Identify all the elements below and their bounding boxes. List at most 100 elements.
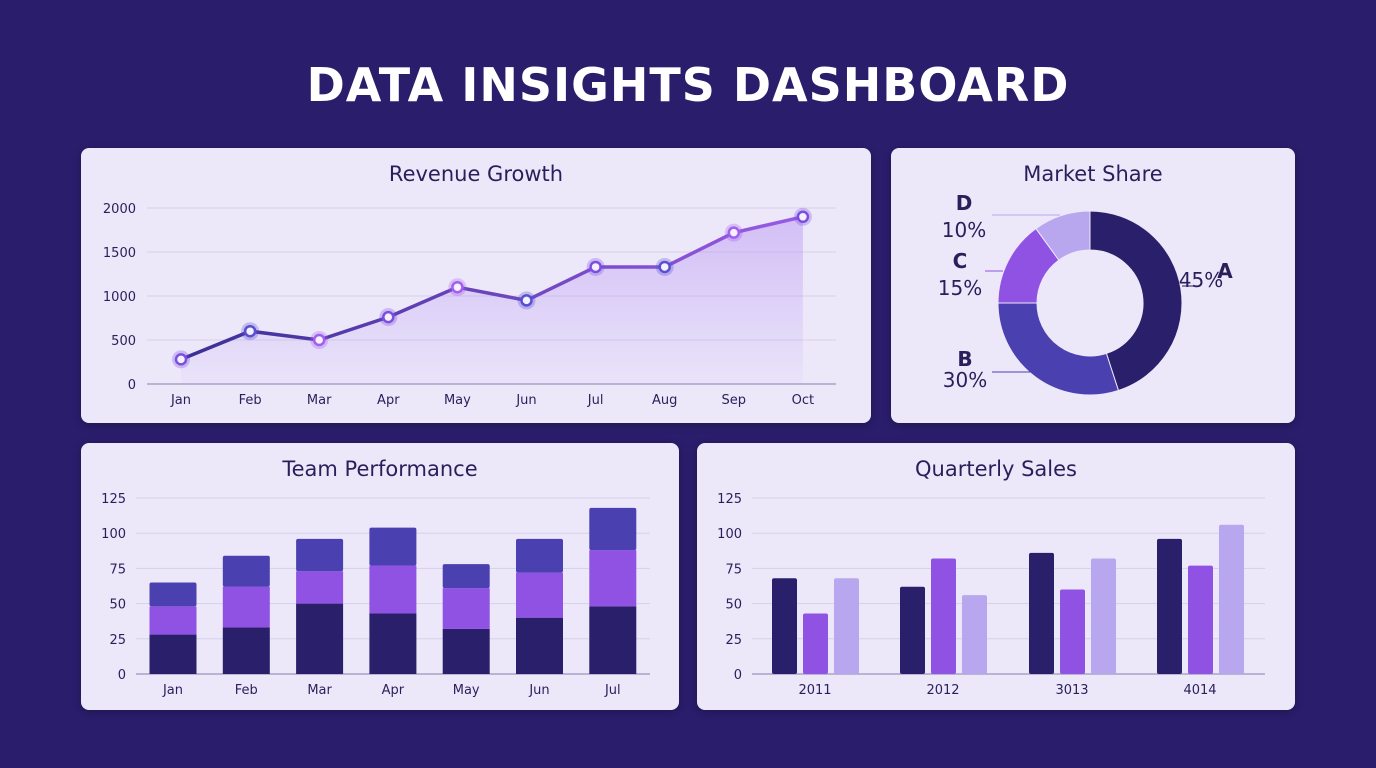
- team-bar-segment: [369, 527, 417, 566]
- revenue-point: [174, 353, 188, 366]
- x-tick-label: Aug: [652, 393, 677, 408]
- quarterly-bar: [900, 586, 925, 674]
- team-performance-title: Team Performance: [282, 457, 478, 481]
- y-tick-label: 125: [717, 492, 742, 507]
- donut-slice-d: [1035, 210, 1091, 261]
- y-tick-label: 100: [717, 527, 742, 542]
- quarterly-bar: [1060, 589, 1085, 674]
- y-tick-label: 0: [128, 378, 136, 393]
- slice-percent: 30%: [943, 368, 987, 392]
- team-bar-segment: [589, 606, 637, 674]
- page-title: DATA INSIGHTS DASHBOARD: [306, 58, 1070, 112]
- team-bar-segment: [589, 550, 637, 607]
- y-tick-label: 500: [111, 334, 136, 349]
- quarterly-bar: [834, 578, 859, 674]
- revenue-point: [727, 226, 741, 239]
- x-tick-label: May: [453, 683, 480, 698]
- y-tick-label: 0: [118, 668, 126, 683]
- team-bar-segment: [296, 538, 344, 572]
- team-bar-segment: [222, 586, 270, 628]
- revenue-point: [658, 260, 671, 274]
- y-tick-label: 2000: [103, 202, 136, 217]
- x-tick-label: Sep: [722, 393, 747, 408]
- x-tick-label: 2012: [926, 683, 959, 698]
- team-bar-segment: [516, 617, 563, 674]
- revenue-point: [520, 294, 533, 307]
- slice-percent: 10%: [942, 218, 986, 242]
- x-tick-label: Jun: [528, 683, 549, 698]
- x-tick-label: Jul: [604, 683, 621, 698]
- team-bar-segment: [296, 603, 344, 674]
- y-tick-label: 75: [109, 562, 126, 577]
- donut-slice-a: [1089, 210, 1183, 392]
- x-tick-label: Jun: [515, 393, 536, 408]
- x-tick-label: Feb: [235, 683, 258, 698]
- slice-percent: 15%: [938, 276, 982, 300]
- team-bar-segment: [442, 628, 490, 674]
- slice-label: C: [953, 249, 968, 273]
- quarterly-bar: [1188, 565, 1213, 674]
- y-tick-label: 50: [725, 598, 742, 613]
- y-tick-label: 0: [734, 668, 742, 683]
- team-bar-segment: [516, 572, 563, 618]
- revenue-point: [796, 210, 810, 224]
- revenue-growth-title: Revenue Growth: [388, 162, 564, 186]
- x-tick-label: Apr: [382, 683, 405, 698]
- slice-percent: 45%: [1179, 268, 1223, 292]
- x-tick-label: 3013: [1055, 683, 1088, 698]
- team-bar-segment: [222, 555, 270, 587]
- revenue-point: [382, 310, 395, 324]
- revenue-point: [243, 324, 257, 338]
- team-bar-segment: [442, 564, 490, 589]
- slice-label: D: [956, 191, 973, 215]
- x-tick-label: Jan: [162, 683, 183, 698]
- team-bar-segment: [296, 571, 344, 604]
- revenue-point: [312, 333, 326, 347]
- quarterly-bar: [1029, 552, 1054, 674]
- y-tick-label: 25: [109, 633, 126, 648]
- y-tick-label: 1500: [103, 246, 136, 261]
- quarterly-bar: [962, 595, 987, 674]
- donut-slice-b: [997, 302, 1120, 396]
- revenue-point: [451, 280, 464, 294]
- y-tick-label: 50: [109, 598, 126, 613]
- x-tick-label: 2011: [798, 683, 831, 698]
- x-tick-label: Mar: [307, 683, 332, 698]
- x-tick-label: May: [444, 393, 471, 408]
- quarterly-bar: [772, 578, 797, 674]
- quarterly-bar: [1091, 558, 1116, 674]
- x-tick-label: Jan: [170, 393, 191, 408]
- x-tick-label: Mar: [307, 393, 332, 408]
- x-tick-label: Oct: [792, 393, 814, 408]
- quarterly-sales-title: Quarterly Sales: [915, 457, 1077, 481]
- y-tick-label: 25: [725, 633, 742, 648]
- team-bar-segment: [516, 538, 563, 573]
- revenue-area: [181, 216, 803, 384]
- y-tick-label: 1000: [103, 290, 136, 305]
- team-bar-segment: [369, 565, 417, 614]
- x-tick-label: Feb: [239, 393, 262, 408]
- x-tick-label: Jul: [587, 393, 604, 408]
- quarterly-bar: [931, 558, 956, 674]
- y-tick-label: 100: [101, 527, 126, 542]
- market-share-title: Market Share: [1023, 162, 1163, 186]
- team-bar-segment: [149, 606, 197, 635]
- x-tick-label: 4014: [1183, 683, 1216, 698]
- team-bar-segment: [149, 634, 197, 674]
- team-bar-segment: [369, 613, 417, 674]
- team-bar-segment: [442, 588, 490, 629]
- slice-label: A: [1217, 259, 1233, 283]
- y-tick-label: 125: [101, 492, 126, 507]
- quarterly-bar: [1157, 538, 1182, 674]
- revenue-point: [589, 260, 602, 274]
- team-bar-segment: [149, 582, 197, 607]
- slice-label: B: [957, 347, 972, 371]
- y-tick-label: 75: [725, 562, 742, 577]
- revenue-line: [180, 215, 804, 361]
- team-bar-segment: [589, 507, 637, 551]
- x-tick-label: Apr: [377, 393, 400, 408]
- quarterly-bar: [1219, 524, 1244, 674]
- quarterly-bar: [803, 613, 828, 674]
- team-bar-segment: [222, 627, 270, 674]
